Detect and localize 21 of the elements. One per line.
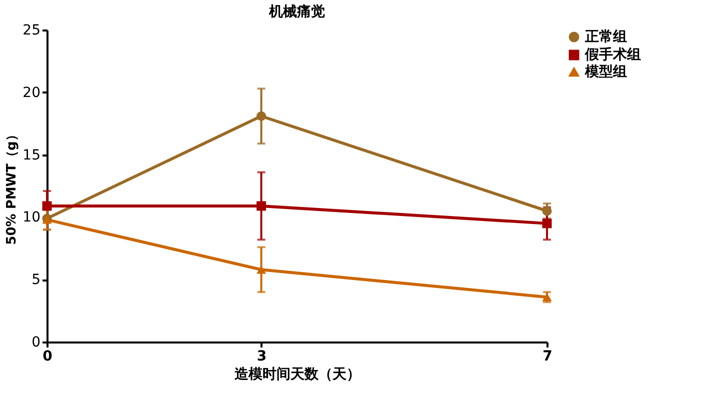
x-tick-label: 0: [42, 348, 53, 364]
x-tick-label: 7: [542, 348, 552, 364]
chart-title: 机械痛觉: [268, 3, 325, 20]
y-tick-label: 5: [32, 272, 40, 288]
y-axis-title: 50% PMWT（g）: [4, 128, 20, 245]
legend-label: 假手术组: [584, 46, 641, 63]
y-tick-label: 20: [22, 84, 40, 101]
point: [42, 201, 52, 211]
y-tick-label: 0: [32, 334, 40, 350]
point: [256, 201, 266, 211]
legend-label: 模型组: [584, 64, 627, 80]
x-tick-label: 3: [256, 348, 267, 364]
legend-label: 正常组: [584, 29, 627, 45]
x-axis-title: 造模时间天数（天）: [234, 366, 360, 382]
point: [256, 266, 266, 274]
point: [256, 111, 266, 121]
point: [542, 218, 552, 228]
point: [542, 206, 552, 216]
y-tick-label: 25: [22, 22, 40, 38]
y-tick-label: 15: [22, 147, 40, 164]
y-tick-label: 10: [22, 210, 40, 226]
